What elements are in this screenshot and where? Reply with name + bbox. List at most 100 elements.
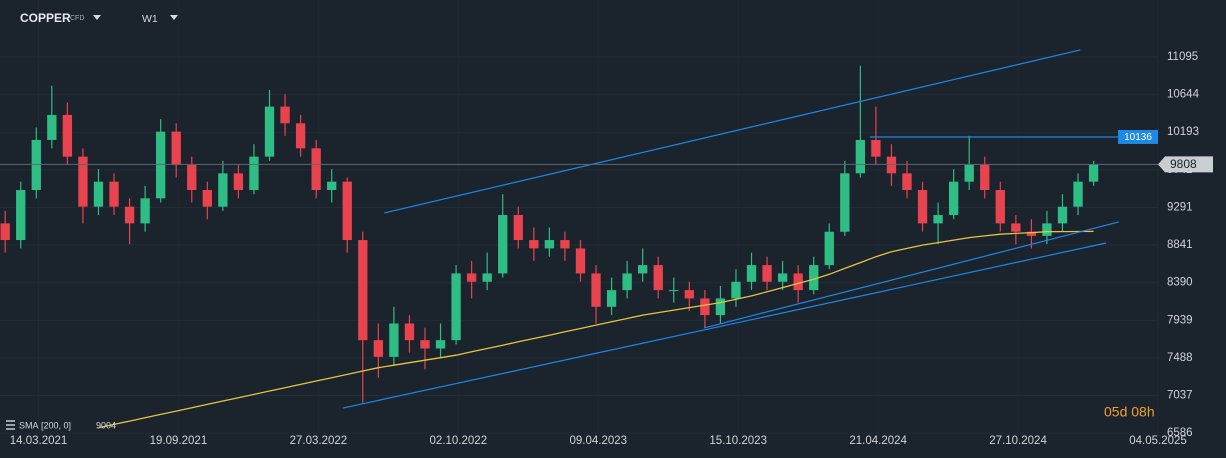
candle-body	[0, 223, 10, 241]
candle-body	[871, 139, 881, 157]
candle-body	[358, 240, 368, 341]
trendline	[342, 242, 1107, 409]
trendline	[384, 49, 1081, 214]
candle-body	[389, 323, 399, 357]
candle-body	[575, 248, 586, 274]
candle-body	[1011, 223, 1021, 232]
candle-body	[1088, 164, 1099, 182]
candle-body	[777, 273, 788, 282]
candle-body	[62, 114, 73, 157]
candle-body	[218, 173, 228, 207]
candle-body	[1057, 206, 1068, 224]
symbol-dropdown[interactable]	[93, 15, 101, 20]
candle-body	[840, 173, 850, 232]
horizontal-line-label: 10136	[1124, 132, 1152, 143]
candle-body	[684, 290, 694, 299]
candle-body	[31, 139, 41, 191]
candle-body	[638, 265, 648, 274]
candle-body	[498, 215, 508, 274]
candle-body	[902, 173, 912, 191]
candle-body	[560, 240, 570, 249]
bar-countdown: 05d 08h	[1104, 404, 1155, 420]
candle-body	[622, 273, 632, 291]
candle-body	[793, 273, 803, 291]
candle-body	[451, 273, 461, 341]
candle-body	[544, 240, 555, 249]
candle-body	[591, 273, 601, 307]
candle-body	[964, 164, 974, 182]
candle-body	[109, 181, 119, 207]
candle-body	[435, 340, 446, 349]
instrument-type: CFD	[70, 15, 84, 22]
current-price-label: 9808	[1170, 157, 1197, 171]
candle-body	[529, 240, 539, 249]
candle-body	[715, 298, 726, 316]
candle-body	[295, 123, 306, 149]
x-tick-label: 02.10.2022	[430, 435, 488, 447]
candle-body	[995, 190, 1005, 224]
y-tick-label: 7939	[1167, 314, 1193, 326]
x-tick-label: 21.04.2024	[849, 435, 907, 447]
x-tick-label: 27.10.2024	[989, 435, 1047, 447]
candle-body	[124, 206, 135, 224]
candle-body	[1073, 181, 1083, 207]
y-tick-label: 8841	[1167, 239, 1193, 251]
indicator-name: SMA	[19, 420, 39, 430]
candle-body	[980, 164, 990, 191]
indicator-params: [200, 0]	[41, 420, 71, 430]
candle-body	[156, 131, 166, 199]
trendline	[703, 221, 1119, 329]
candle-body	[1042, 223, 1052, 236]
current-price-label-box	[1158, 156, 1213, 173]
candle-body	[202, 190, 212, 207]
candle-body	[78, 156, 88, 207]
candle-body	[249, 156, 259, 191]
candle-body	[280, 106, 290, 124]
y-tick-label: 6586	[1167, 427, 1193, 439]
candle-body	[420, 340, 430, 349]
candle-body	[1026, 231, 1037, 236]
candle-body	[513, 215, 523, 241]
candle-body	[606, 290, 617, 307]
candle-body	[466, 273, 477, 282]
x-tick-label: 04.05.2025	[1129, 435, 1187, 447]
symbol[interactable]: COPPER	[20, 11, 71, 25]
x-tick-label: 27.03.2022	[290, 435, 348, 447]
sma-line	[98, 230, 1094, 429]
candle-body	[653, 265, 663, 291]
candle-body	[762, 265, 772, 282]
candle-body	[700, 298, 710, 316]
candle-body	[809, 265, 819, 291]
candle-body	[746, 265, 757, 282]
candle-body	[855, 139, 866, 174]
candle-body	[373, 340, 384, 357]
candle-body	[482, 273, 492, 282]
y-tick-label: 7037	[1167, 389, 1193, 401]
x-tick-label: 09.04.2023	[569, 435, 627, 447]
y-tick-label: 7488	[1167, 352, 1193, 364]
x-tick-label: 15.10.2023	[709, 435, 767, 447]
timeframe-dropdown[interactable]	[170, 15, 178, 20]
candle-body	[342, 181, 352, 241]
y-tick-label: 11095	[1167, 51, 1198, 63]
candle-body	[731, 281, 741, 299]
candle-body	[187, 164, 197, 191]
candle-body	[917, 190, 928, 224]
timeframe[interactable]: W1	[142, 13, 158, 25]
x-tick-label: 14.03.2021	[10, 435, 68, 447]
candle-body	[824, 231, 834, 266]
candle-body	[404, 323, 415, 341]
candle-body	[233, 173, 244, 191]
indicator-icon[interactable]	[6, 420, 15, 430]
x-tick-label: 19.09.2021	[150, 435, 208, 447]
y-tick-label: 8390	[1167, 277, 1193, 289]
candle-body	[948, 181, 959, 216]
candle-body	[93, 181, 104, 207]
candle-body	[933, 215, 943, 224]
candle-body	[264, 106, 275, 157]
candle-body	[16, 190, 26, 241]
y-tick-label: 10193	[1167, 126, 1199, 138]
candle-body	[327, 181, 337, 191]
